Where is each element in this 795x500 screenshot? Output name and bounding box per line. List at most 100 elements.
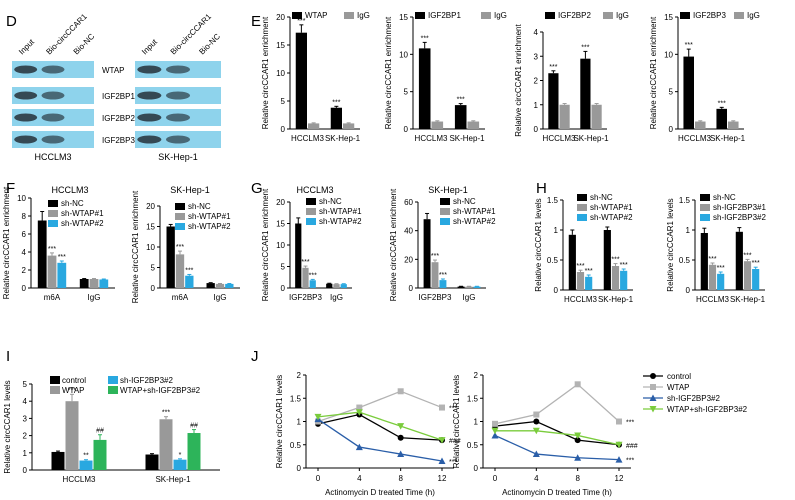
x-tick-label: SK-Hep-1: [573, 134, 609, 143]
significance-label: ***: [611, 257, 619, 264]
y-tick-label: 0.5: [679, 256, 691, 265]
significance-label: ***: [626, 458, 634, 465]
x-tick-label: HCCLM3: [678, 134, 711, 143]
legend-swatch: [306, 198, 316, 205]
chart-F-4: 0 2 4 6 8 10 Relative circCCAR1 enrichment HCCL…: [2, 185, 115, 302]
legend-swatch: [175, 203, 185, 210]
legend-swatch: [306, 208, 316, 215]
panel-letter-F: F: [6, 180, 15, 197]
y-tick-label: 0: [554, 286, 559, 295]
y-tick-label: 4: [534, 28, 539, 37]
data-point: [439, 404, 445, 411]
bar: [603, 230, 611, 290]
bar: [308, 123, 320, 129]
bar: [57, 262, 67, 288]
bar: [431, 121, 444, 129]
significance-label: ***: [68, 387, 76, 394]
y-tick-label: 0: [404, 125, 409, 134]
bar: [333, 284, 340, 288]
chart-E-2: 0 1 2 3 4 Relative circCCAR1 enrichment *** HCC…: [514, 11, 629, 143]
chart-title: HCCLM3: [296, 185, 333, 195]
data-point: [616, 418, 622, 425]
data-point: [397, 450, 405, 458]
y-tick-label: 5: [151, 264, 156, 273]
y-tick-label: 1.5: [679, 196, 691, 205]
significance-label: *: [179, 452, 182, 459]
significance-label: ***: [752, 260, 760, 267]
blot-band: [137, 65, 162, 74]
significance-label: ***: [743, 252, 751, 259]
chart-E-1: 0 5 10 15 Relative circCCAR1 enrichment *** HC…: [384, 11, 507, 143]
x-tick-label: 12: [438, 474, 447, 483]
y-tick-label: 8: [22, 212, 27, 221]
x-tick-label: 8: [398, 474, 403, 483]
data-point: [615, 441, 623, 449]
chart-G-6: 0 5 10 15 20 Relative circCCAR1 enrichment HCC…: [261, 185, 362, 302]
significance-label: ***: [48, 246, 56, 253]
bar: [225, 283, 234, 288]
legend-swatch: [48, 200, 58, 207]
legend-label: sh-NC: [319, 197, 342, 206]
panel-letter-D: D: [6, 13, 17, 30]
y-tick-label: 0.5: [547, 256, 559, 265]
legend-label: IgG: [616, 11, 629, 20]
x-tick-label: HCCLM3: [696, 295, 729, 304]
y-axis-label: Relative circCCAR1 levels: [275, 375, 284, 468]
bar: [620, 270, 628, 290]
significance-label: ***: [549, 64, 557, 71]
significance-label: ***: [162, 410, 170, 417]
legend-label: sh-WTAP#2: [61, 219, 104, 228]
bar: [166, 226, 175, 288]
blot-band: [137, 113, 162, 122]
legend-swatch: [175, 213, 185, 220]
y-tick-label: 0: [151, 284, 156, 293]
x-tick-label: SK-Hep-1: [598, 295, 634, 304]
legend-label: sh-IGF2BP3#2: [713, 213, 766, 222]
x-tick-label: 4: [357, 474, 362, 483]
significance-label: ##: [190, 423, 198, 430]
x-tick-label: IgG: [88, 293, 101, 302]
data-point: [355, 443, 363, 451]
data-point: [397, 423, 405, 430]
x-tick-label: IgG: [214, 293, 227, 302]
y-tick-label: 5: [281, 97, 286, 106]
significance-label: ***: [717, 265, 725, 272]
data-point: [574, 454, 582, 461]
y-tick-label: 15: [276, 41, 285, 50]
y-tick-label: 5: [23, 380, 28, 389]
significance-label: ***: [626, 420, 634, 427]
legend-label: sh-WTAP#1: [61, 209, 104, 218]
x-tick-label: 8: [575, 474, 580, 483]
bar: [473, 286, 481, 288]
x-tick-label: HCCLM3: [564, 295, 597, 304]
blot-band: [41, 135, 65, 144]
x-tick-label: HCCLM3: [543, 134, 576, 143]
significance-label: **: [83, 453, 89, 460]
bar: [37, 220, 47, 288]
y-tick-label: 10: [399, 50, 408, 59]
legend-swatch: [50, 376, 60, 384]
chart-E-3: 0 5 10 15 Relative circCCAR1 enrichment *** HC…: [649, 11, 760, 143]
panel-letter-I: I: [6, 348, 10, 365]
legend-panel-J: control WTAP sh-IGF2BP3#2 WTAP+sh-IGF2BP3#2: [643, 372, 748, 414]
y-tick-label: 1.5: [290, 394, 302, 403]
significance-label: ##: [96, 428, 104, 435]
bar: [173, 459, 187, 470]
y-tick-label: 20: [404, 255, 413, 264]
legend-label: WTAP+sh-IGF2BP3#2: [120, 386, 201, 395]
bar: [695, 121, 706, 129]
x-tick-label: SK-Hep-1: [710, 134, 746, 143]
significance-label: ***: [297, 18, 305, 25]
y-tick-label: 5: [404, 88, 409, 97]
bar: [340, 284, 347, 288]
chart-title: SK-Hep-1: [170, 185, 210, 195]
significance-label: ###: [449, 438, 461, 445]
bar: [295, 32, 307, 129]
y-tick-label: 15: [276, 220, 285, 229]
blot-band: [14, 113, 38, 122]
chart-J-11: 0 0.5 1 1.5 2 Relative circCCAR1 levels 0 4 8 12A…: [275, 371, 461, 497]
chart-J-12: 0 0.5 1 1.5 2 Relative circCCAR1 levels 0 4 8 12A…: [452, 371, 638, 497]
